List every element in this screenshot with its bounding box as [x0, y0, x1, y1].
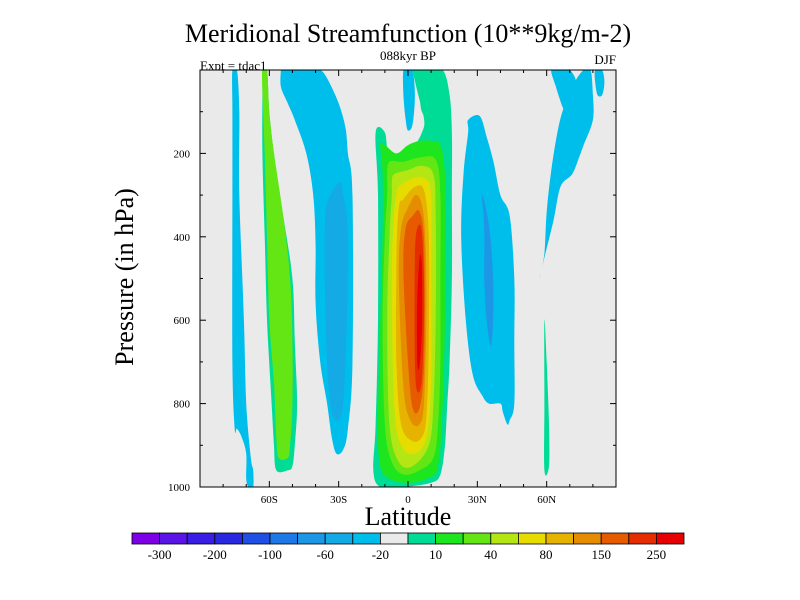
colorbar-swatch [131, 532, 161, 545]
colorbar-label: 10 [429, 547, 442, 562]
contour-nh-top-drip [551, 70, 580, 121]
colorbar-label: 40 [484, 547, 497, 562]
colorbar-label: -60 [317, 547, 334, 562]
colorbar-swatch [600, 532, 630, 545]
contour-sh-ferrel-inner [261, 70, 293, 460]
experiment-label: Expt = tdac1 [200, 58, 267, 73]
x-tick-label: 0 [405, 494, 411, 506]
x-axis: 60S 30S 0 30N 60N [222, 70, 594, 506]
colorbar-swatch [186, 532, 216, 545]
contour-nh-top-drip-2 [594, 70, 605, 97]
colorbar-swatch [462, 532, 492, 545]
contour-hadley-300 [416, 254, 423, 371]
y-axis-label: Pressure (in hPa) [110, 188, 139, 366]
x-tick-label: 30S [330, 494, 347, 506]
contour-fields [232, 70, 605, 487]
colorbar: -300 -200 -100 -60 -20 10 40 80 150 250 [131, 532, 685, 562]
x-tick-label: 60N [537, 494, 556, 506]
colorbar-swatch [379, 532, 409, 545]
contour-nh-high-lat [539, 70, 594, 279]
colorbar-label: -300 [148, 547, 172, 562]
colorbar-swatch [214, 532, 243, 545]
colorbar-swatch [159, 532, 188, 545]
colorbar-swatch [324, 532, 354, 545]
y-tick-label: 400 [174, 232, 191, 244]
y-axis: 200 400 600 800 1000 [168, 111, 616, 494]
contour-sh-mid-core [324, 182, 348, 421]
y-tick-label: 200 [174, 148, 191, 160]
y-tick-label: 800 [174, 399, 191, 411]
contour-nh-polar-core [481, 194, 494, 346]
chart-title: Meridional Streamfunction (10**9kg/m-2) [185, 19, 631, 48]
colorbar-swatch [656, 532, 685, 545]
contour-nh-30n-strip [544, 319, 550, 476]
x-tick-label: 30N [468, 494, 487, 506]
colorbar-label: 150 [591, 547, 611, 562]
contour-sh-top-drip-2 [416, 70, 446, 130]
season-label: DJF [594, 52, 616, 67]
colorbar-label: -100 [258, 547, 282, 562]
colorbar-swatch [241, 532, 271, 545]
colorbar-label: 250 [647, 547, 667, 562]
colorbar-swatch [518, 532, 547, 545]
colorbar-swatch [628, 532, 657, 545]
y-tick-label: 600 [174, 315, 191, 327]
chart-subtitle: 088kyr BP [380, 48, 436, 63]
y-tick-label: 1000 [168, 482, 191, 494]
colorbar-label: -200 [203, 547, 227, 562]
colorbar-swatch [435, 532, 464, 545]
colorbar-swatch [407, 532, 437, 545]
contour-sh-top-drip [402, 70, 415, 131]
colorbar-swatch [269, 532, 299, 545]
colorbar-swatch [297, 532, 326, 545]
colorbar-label: 80 [540, 547, 553, 562]
colorbar-swatch [352, 532, 381, 545]
contour-sh-polar-cell [232, 70, 254, 487]
x-tick-label: 60S [261, 494, 278, 506]
colorbar-swatch [573, 532, 602, 545]
colorbar-label: -20 [372, 547, 389, 562]
x-axis-label: Latitude [365, 502, 452, 531]
colorbar-swatch [490, 532, 519, 545]
colorbar-swatch [545, 532, 575, 545]
